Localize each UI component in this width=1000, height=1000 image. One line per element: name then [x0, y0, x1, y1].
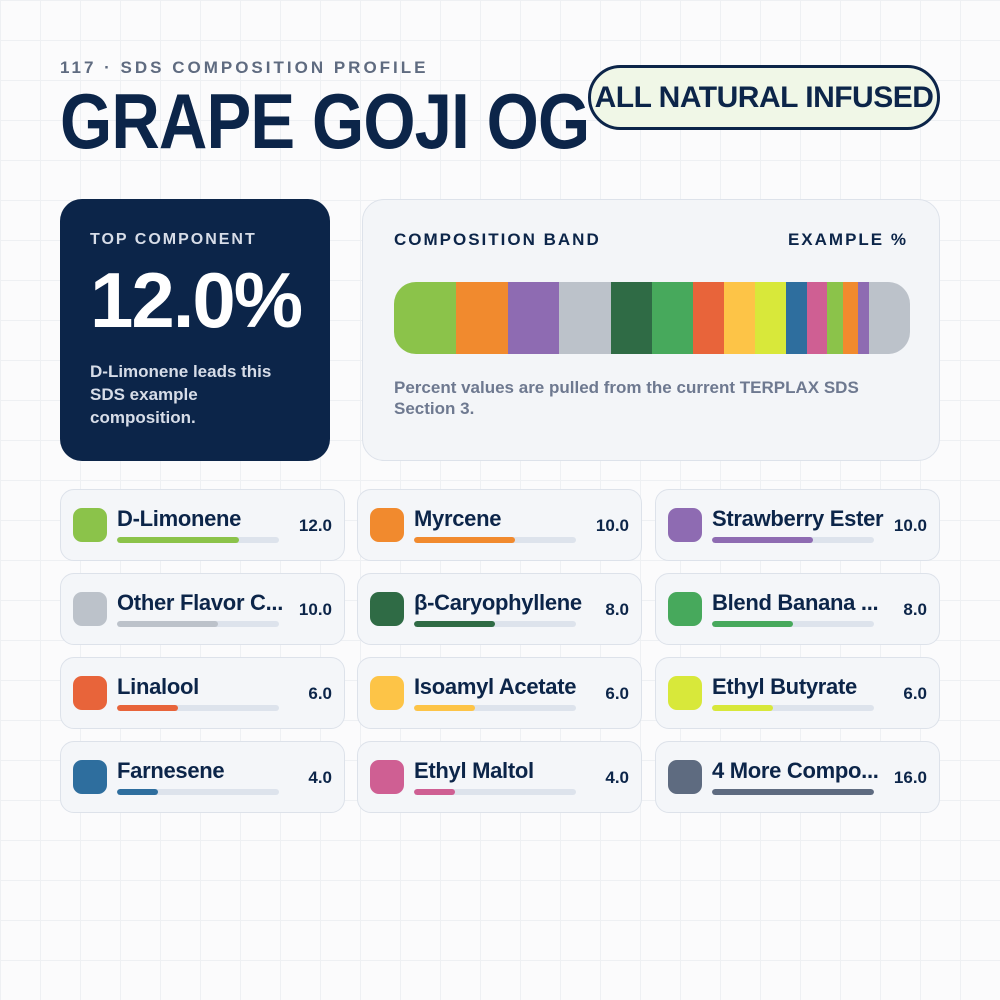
component-name: β-Caryophyllene: [414, 590, 582, 615]
top-component-label: TOP COMPONENT: [90, 231, 257, 248]
component-swatch: [73, 592, 107, 626]
component-bar: [414, 621, 495, 627]
component-swatch: [370, 592, 404, 626]
component-name: Blend Banana ...: [712, 590, 879, 615]
component-bar-track: [414, 621, 576, 627]
component-bar-track: [117, 537, 279, 543]
component-name: Strawberry Ester: [712, 506, 884, 531]
component-value: 16.0: [893, 768, 927, 787]
component-item: D-Limonene 12.0: [60, 489, 345, 561]
composition-band: [394, 282, 910, 354]
component-item: Isoamyl Acetate 6.0: [357, 657, 642, 729]
component-name: Linalool: [117, 674, 199, 699]
component-item: Ethyl Butyrate 6.0: [655, 657, 940, 729]
page-title: GRAPE GOJI OG: [60, 77, 590, 165]
component-item: 4 More Compo... 16.0: [655, 741, 940, 813]
component-name: Ethyl Butyrate: [712, 674, 857, 699]
band-segment: [559, 282, 611, 354]
component-name: Ethyl Maltol: [414, 758, 534, 783]
top-component-card: TOP COMPONENT 12.0% D-Limonene leads thi…: [60, 199, 330, 461]
component-bar-track: [414, 789, 576, 795]
component-item: Linalool 6.0: [60, 657, 345, 729]
component-value: 8.0: [903, 600, 927, 619]
component-value: 4.0: [605, 768, 629, 787]
band-segment: [868, 282, 910, 354]
component-bar: [712, 789, 874, 795]
band-segment: [827, 282, 843, 354]
band-segment: [842, 282, 859, 354]
component-swatch: [370, 676, 404, 710]
component-bar: [414, 537, 516, 543]
band-segment: [693, 282, 725, 354]
component-bar-track: [414, 705, 576, 711]
band-segment: [394, 282, 456, 354]
component-swatch: [73, 508, 107, 542]
component-item: β-Caryophyllene 8.0: [357, 573, 642, 645]
component-name: 4 More Compo...: [712, 758, 879, 783]
top-component-description: D-Limonene leads this SDS example compos…: [90, 362, 272, 427]
component-name: Isoamyl Acetate: [414, 674, 577, 699]
component-bar-track: [414, 537, 576, 543]
component-name: D-Limonene: [117, 506, 242, 531]
component-bar: [712, 621, 793, 627]
component-swatch: [73, 676, 107, 710]
natural-badge: ALL NATURAL INFUSED: [588, 65, 940, 130]
band-segment: [786, 282, 807, 354]
component-item: Myrcene 10.0: [357, 489, 642, 561]
component-swatch: [668, 592, 702, 626]
band-segment: [858, 282, 869, 354]
component-bar-track: [712, 537, 874, 543]
component-item: Other Flavor C... 10.0: [60, 573, 345, 645]
component-swatch: [370, 508, 404, 542]
band-segment: [507, 282, 560, 354]
component-value: 12.0: [298, 516, 332, 535]
component-swatch: [668, 760, 702, 794]
component-bar-track: [117, 705, 279, 711]
band-title: COMPOSITION BAND: [394, 230, 601, 249]
component-name: Myrcene: [414, 506, 502, 531]
component-value: 6.0: [903, 684, 927, 703]
band-segment: [755, 282, 787, 354]
component-value: 10.0: [595, 516, 629, 535]
component-item: Blend Banana ... 8.0: [655, 573, 940, 645]
component-bar: [117, 789, 158, 795]
component-value: 6.0: [605, 684, 629, 703]
band-unit-label: EXAMPLE %: [787, 230, 908, 249]
component-name: Other Flavor C...: [117, 590, 284, 615]
component-value: 4.0: [308, 768, 332, 787]
band-segment: [610, 282, 652, 354]
component-bar: [712, 705, 773, 711]
component-swatch: [668, 508, 702, 542]
component-bar: [414, 789, 455, 795]
component-value: 10.0: [893, 516, 927, 535]
component-bar: [414, 705, 475, 711]
component-bar: [712, 537, 814, 543]
component-item: Strawberry Ester 10.0: [655, 489, 940, 561]
component-bar-track: [712, 789, 874, 795]
component-swatch: [73, 760, 107, 794]
component-bar: [117, 621, 219, 627]
band-segment: [806, 282, 828, 354]
band-note: Percent values are pulled from the curre…: [394, 378, 859, 419]
component-swatch: [668, 676, 702, 710]
component-item: Farnesene 4.0: [60, 741, 345, 813]
band-segment: [724, 282, 756, 354]
band-segment: [651, 282, 694, 354]
component-swatch: [370, 760, 404, 794]
composition-band-card: COMPOSITION BAND EXAMPLE % Percent value…: [362, 199, 940, 461]
component-name: Farnesene: [117, 758, 225, 783]
component-value: 8.0: [605, 600, 629, 619]
component-value: 6.0: [308, 684, 332, 703]
component-value: 10.0: [298, 600, 332, 619]
page-kicker: 117 · SDS COMPOSITION PROFILE: [60, 58, 429, 77]
component-bar: [117, 537, 239, 543]
band-segment: [455, 282, 508, 354]
component-item: Ethyl Maltol 4.0: [357, 741, 642, 813]
component-bar-track: [712, 705, 874, 711]
component-bar-track: [117, 621, 279, 627]
component-bar: [117, 705, 178, 711]
top-component-value: 12.0%: [90, 256, 303, 344]
component-bar-track: [712, 621, 874, 627]
component-bar-track: [117, 789, 279, 795]
